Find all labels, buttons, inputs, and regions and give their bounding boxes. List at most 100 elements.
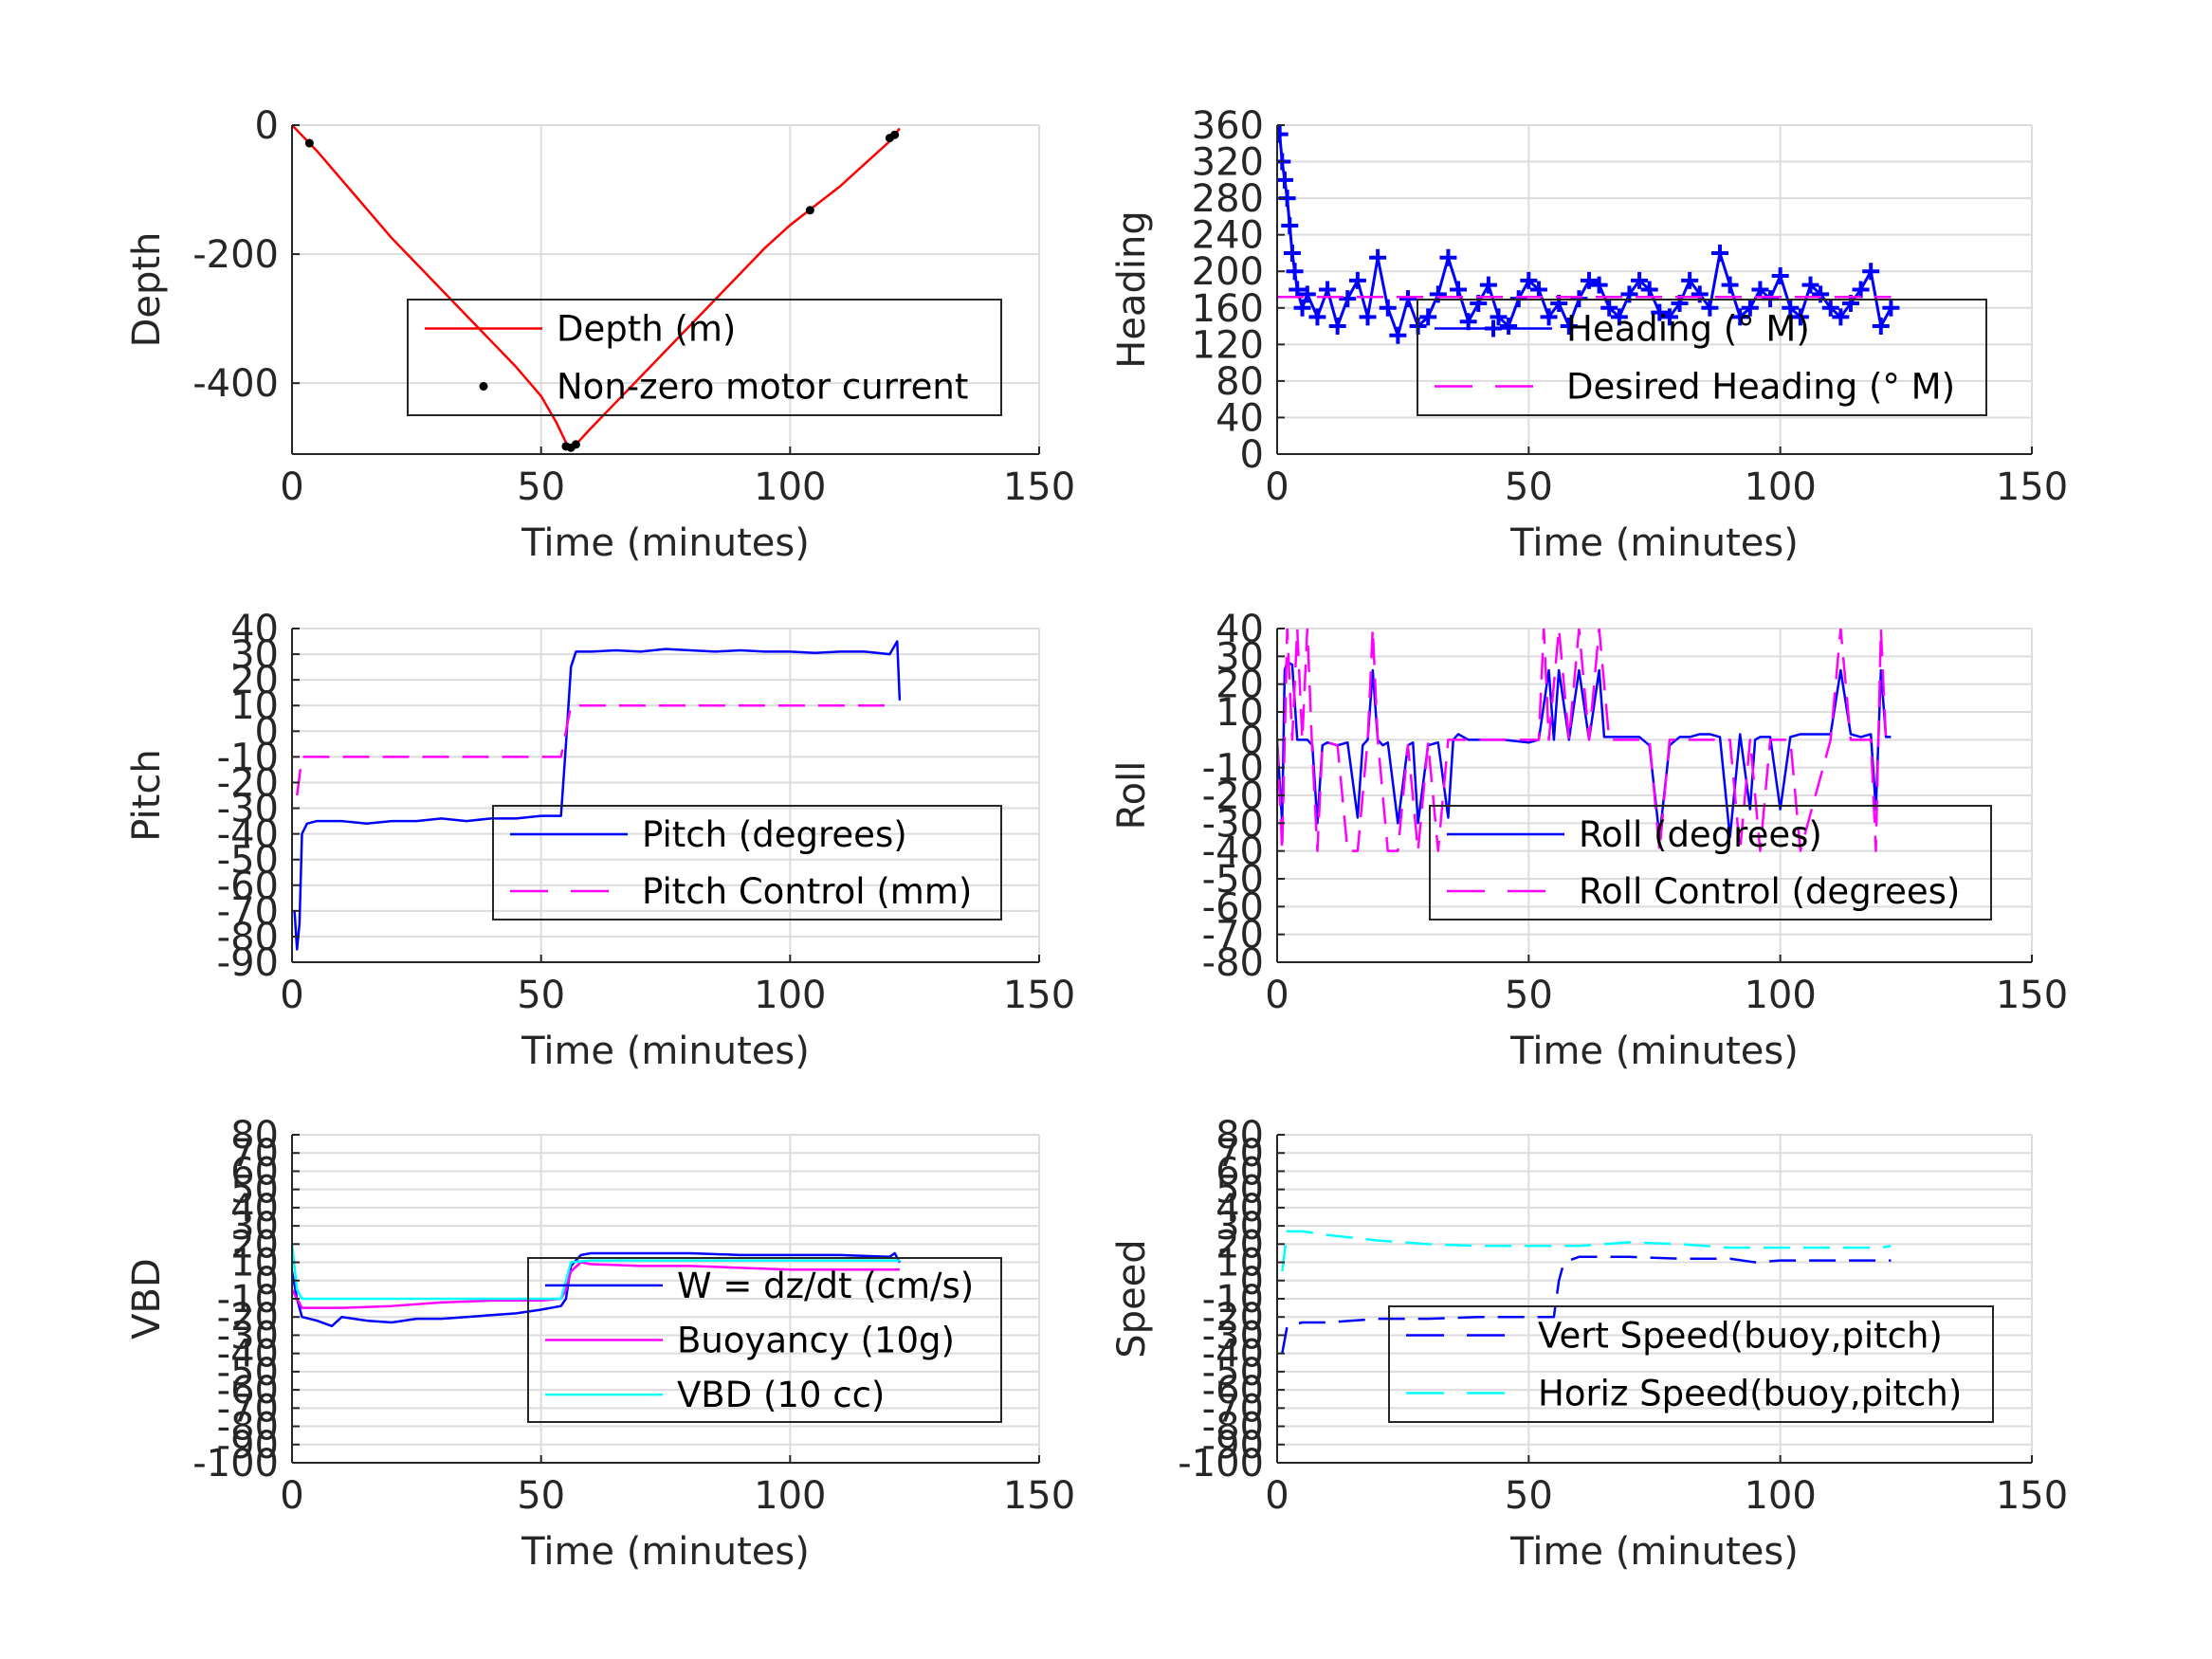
y-tick-label: 0 [1240, 719, 1264, 762]
series-group [1277, 629, 1892, 852]
legend-box [492, 805, 1002, 921]
y-tick-label: -80 [1202, 941, 1264, 985]
y-tick-label: -90 [217, 941, 279, 985]
x-tick-label: 150 [1003, 1474, 1075, 1518]
y-tick-label: 20 [230, 659, 279, 702]
y-tick-label: -40 [1202, 1333, 1264, 1376]
legend-box [1429, 805, 1992, 921]
y-tick-label: 20 [1216, 664, 1264, 707]
y-tick-label: -90 [1202, 1424, 1264, 1468]
legend: Depth (m) Non-zero motor current [407, 299, 1002, 416]
legend-label: Horiz Speed(buoy,pitch) [1538, 1374, 1962, 1414]
series-group [1277, 125, 1900, 344]
y-tick-label: -20 [1202, 1296, 1264, 1340]
series-line [292, 125, 901, 449]
y-tick-label: -60 [217, 865, 279, 908]
plus-marker [1660, 308, 1678, 326]
y-tick-label: 30 [1216, 1205, 1264, 1249]
plus-marker [1283, 244, 1301, 262]
legend-label: Roll Control (degrees) [1579, 871, 1960, 912]
y-tick-label: 10 [1216, 691, 1264, 735]
legend: Vert Speed(buoy,pitch) Horiz Speed(buoy,p… [1388, 1305, 1994, 1423]
x-tick-label: 100 [1744, 1474, 1816, 1518]
plus-marker [1281, 217, 1299, 235]
legend-label: Pitch Control (mm) [642, 871, 972, 912]
plus-marker [1289, 281, 1307, 299]
y-tick-label: 20 [1216, 1223, 1264, 1267]
x-tick-label: 50 [517, 1474, 565, 1518]
y-tick-label: -70 [217, 1387, 279, 1431]
x-axis-label: Time (minutes) [1509, 1530, 1799, 1574]
plus-marker [1277, 125, 1289, 143]
y-tick-label: -20 [217, 1296, 279, 1340]
legend-box [1417, 299, 1987, 416]
y-tick-label: -100 [1178, 1442, 1264, 1486]
plot-area [292, 629, 1039, 962]
plus-marker [1681, 271, 1699, 289]
plus-marker [1500, 318, 1518, 336]
y-tick-label: -50 [1202, 858, 1264, 902]
plus-marker [1872, 318, 1890, 336]
legend: Pitch (degrees) Pitch Control (mm) [492, 805, 1002, 921]
series-line [1281, 1255, 1892, 1354]
x-tick-label: 0 [1265, 974, 1289, 1017]
y-tick-label: 360 [1192, 104, 1264, 148]
y-tick-label: -20 [217, 761, 279, 805]
y-tick-label: -10 [217, 736, 279, 779]
y-axis-label: Roll [1110, 761, 1154, 830]
plus-marker [1479, 276, 1497, 294]
plus-marker [1379, 299, 1397, 317]
y-tick-label: -60 [217, 1369, 279, 1413]
series-line [296, 703, 890, 796]
plus-marker [1581, 271, 1599, 289]
x-tick-label: 100 [754, 465, 826, 509]
y-tick-label: -400 [192, 362, 279, 406]
legend-label: Roll (degrees) [1579, 814, 1822, 855]
x-axis-label: Time (minutes) [1509, 521, 1799, 565]
plus-marker [1782, 299, 1800, 317]
y-tick-label: 50 [1216, 1169, 1264, 1212]
x-tick-label: 150 [1003, 465, 1075, 509]
legend-label: Depth (m) [557, 309, 736, 350]
data-point [571, 440, 580, 449]
y-tick-label: 280 [1192, 177, 1264, 221]
plus-marker [1450, 281, 1468, 299]
y-tick-label: 200 [1192, 250, 1264, 294]
plus-marker [1520, 271, 1538, 289]
y-axis-label: Depth [125, 232, 169, 348]
plus-marker [1651, 303, 1669, 321]
y-tick-label: 60 [1216, 1150, 1264, 1194]
y-tick-label: -40 [217, 1333, 279, 1376]
series-group [1281, 1230, 1892, 1354]
series-line [292, 1244, 900, 1301]
plus-marker [1308, 308, 1326, 326]
y-tick-label: 160 [1192, 287, 1264, 331]
legend: Roll (degrees) Roll Control (degrees) [1429, 805, 1992, 921]
y-tick-label: -80 [217, 1406, 279, 1449]
y-tick-label: -10 [217, 1278, 279, 1322]
y-tick-label: -60 [1202, 1369, 1264, 1413]
y-tick-label: 40 [1216, 396, 1264, 440]
y-tick-label: -30 [217, 788, 279, 831]
plus-marker [1882, 299, 1900, 317]
y-tick-label: 70 [230, 1132, 279, 1176]
y-tick-label: -80 [1202, 1406, 1264, 1449]
y-axis-label: Heading [1110, 210, 1154, 368]
y-tick-label: 120 [1192, 323, 1264, 367]
x-tick-label: 100 [1744, 974, 1816, 1017]
plus-marker [1852, 281, 1870, 299]
y-tick-label: 30 [230, 1205, 279, 1249]
subplot-1: 0 50 100 150 0 -200 -400 Time (minutes) Depth Dep… [125, 104, 1075, 565]
legend-label: Non-zero motor current [557, 367, 968, 408]
y-tick-label: -30 [217, 1314, 279, 1358]
x-axis-label: Time (minutes) [1509, 1030, 1799, 1073]
legend-label: Desired Heading (° M) [1566, 367, 1955, 408]
plus-marker [1832, 308, 1850, 326]
y-tick-label: -50 [217, 839, 279, 883]
y-tick-label: 0 [255, 1260, 279, 1304]
x-axis-label: Time (minutes) [521, 1530, 810, 1574]
y-tick-label: 50 [230, 1169, 279, 1212]
y-tick-label: 80 [1216, 1114, 1264, 1158]
y-tick-label: 320 [1192, 141, 1264, 185]
legend-label: Buoyancy (10g) [677, 1321, 955, 1361]
